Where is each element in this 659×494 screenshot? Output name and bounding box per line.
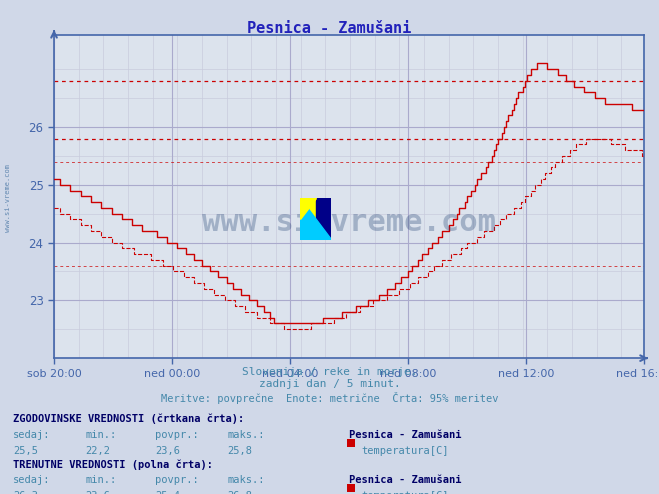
Text: Pesnica - Zamušani: Pesnica - Zamušani [349,475,462,485]
Text: povpr.:: povpr.: [155,475,198,485]
Text: Meritve: povprečne  Enote: metrične  Črta: 95% meritev: Meritve: povprečne Enote: metrične Črta:… [161,392,498,404]
Text: temperatura[C]: temperatura[C] [361,446,449,455]
Text: min.:: min.: [86,475,117,485]
Text: Pesnica - Zamušani: Pesnica - Zamušani [247,21,412,36]
Text: ZGODOVINSKE VREDNOSTI (črtkana črta):: ZGODOVINSKE VREDNOSTI (črtkana črta): [13,414,244,424]
Text: 25,5: 25,5 [13,446,38,455]
Text: povpr.:: povpr.: [155,430,198,440]
Text: 23,6: 23,6 [155,446,180,455]
Polygon shape [300,198,331,240]
Text: 23,6: 23,6 [86,491,111,494]
Bar [300,198,316,218]
Text: 22,2: 22,2 [86,446,111,455]
Text: www.si-vreme.com: www.si-vreme.com [202,208,496,237]
Text: temperatura[C]: temperatura[C] [361,491,449,494]
Text: 25,8: 25,8 [227,446,252,455]
Text: TRENUTNE VREDNOSTI (polna črta):: TRENUTNE VREDNOSTI (polna črta): [13,459,213,470]
Text: zadnji dan / 5 minut.: zadnji dan / 5 minut. [258,379,401,389]
Text: Pesnica - Zamušani: Pesnica - Zamušani [349,430,462,440]
Text: 25,4: 25,4 [155,491,180,494]
Text: min.:: min.: [86,430,117,440]
Bar [316,198,331,240]
Text: maks.:: maks.: [227,475,265,485]
Text: sedaj:: sedaj: [13,475,51,485]
Text: www.si-vreme.com: www.si-vreme.com [5,164,11,232]
Text: 26,3: 26,3 [13,491,38,494]
Polygon shape [300,198,316,218]
Text: 26,8: 26,8 [227,491,252,494]
Text: maks.:: maks.: [227,430,265,440]
Text: Slovenija / reke in morje.: Slovenija / reke in morje. [242,367,417,376]
Text: sedaj:: sedaj: [13,430,51,440]
Bar [300,218,316,240]
Polygon shape [300,198,331,240]
